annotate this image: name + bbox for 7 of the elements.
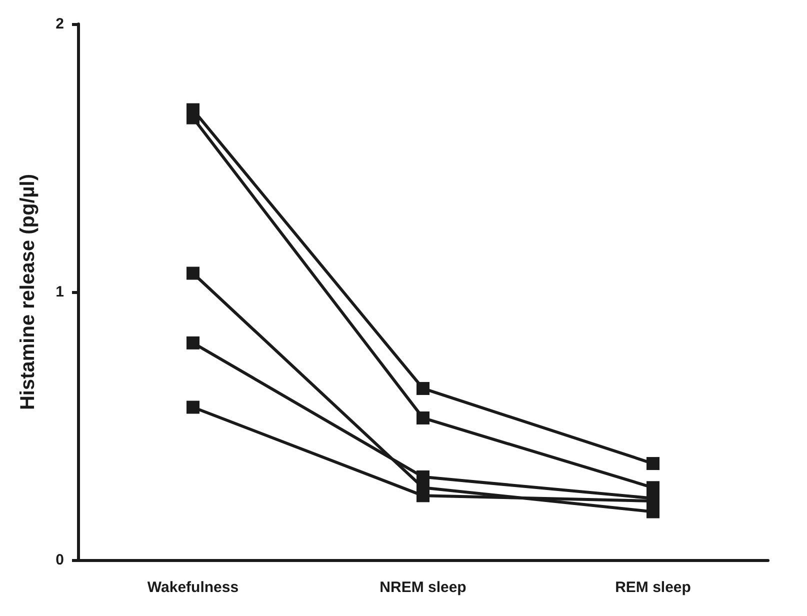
y-axis-title: Histamine release (pg/µl) — [17, 174, 39, 410]
y-tick-label: 0 — [56, 552, 64, 568]
x-tick-label: Wakefulness — [147, 579, 239, 596]
x-tick-label: REM sleep — [615, 579, 691, 596]
y-tick-label: 1 — [56, 284, 64, 300]
x-tick-label: NREM sleep — [380, 579, 466, 596]
y-tick-label: 2 — [56, 16, 64, 32]
